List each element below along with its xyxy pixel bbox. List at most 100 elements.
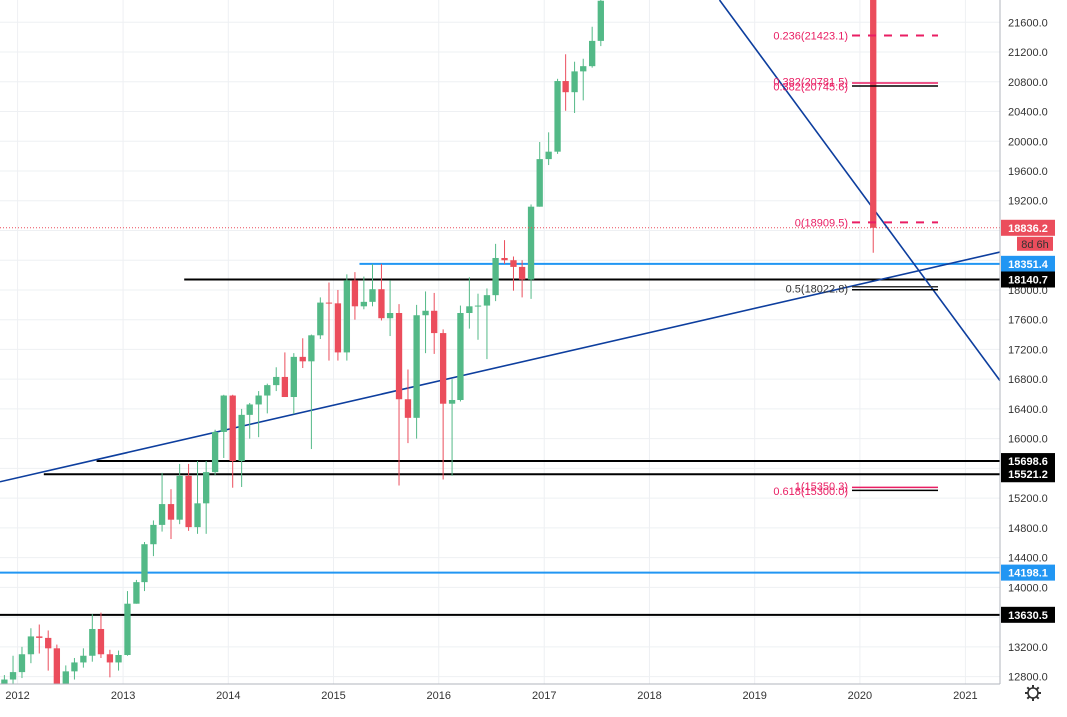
price-tick-label: 14000.0	[1008, 582, 1048, 594]
candle	[97, 628, 105, 655]
price-tick-label: 16000.0	[1008, 434, 1048, 446]
trendline	[0, 251, 1001, 483]
candle	[281, 376, 289, 398]
candle	[386, 313, 394, 319]
price-tick-label: 17600.0	[1008, 315, 1048, 327]
level-price-tag-bg	[1001, 606, 1055, 623]
candle	[203, 472, 210, 504]
candle	[422, 310, 429, 316]
candle	[571, 71, 578, 93]
candle	[317, 302, 324, 336]
candle	[80, 655, 87, 663]
price-axis: 12800.013200.013600.014000.014400.014800…	[1008, 17, 1048, 683]
candle	[106, 654, 114, 663]
candle	[562, 81, 569, 93]
candle	[554, 81, 561, 152]
candle	[290, 356, 297, 398]
level-price-tag: 18351.4	[1008, 259, 1049, 271]
fib-label: 1(15350.3)	[795, 481, 848, 493]
fib-label: 0.382(20745.6)	[773, 82, 848, 94]
price-axis-background	[1000, 0, 1067, 717]
candle	[474, 305, 482, 307]
candle	[9, 672, 17, 680]
candle	[211, 431, 219, 473]
price-tick-label: 21200.0	[1008, 47, 1048, 59]
price-tick-label: 14800.0	[1008, 523, 1048, 535]
candle	[71, 662, 78, 672]
time-axis: 2012 2013 2014 2015 2016 2017 2018 2019 2020 2021	[5, 690, 977, 702]
time-tick-label: 2015	[321, 690, 345, 702]
candle	[124, 603, 131, 656]
level-price-tag-bg	[1001, 271, 1055, 288]
candle	[53, 648, 61, 692]
horizontal-levels	[0, 262, 1000, 616]
candle	[378, 289, 385, 319]
candles	[1, 0, 877, 711]
candle	[133, 582, 140, 604]
price-tick-label: 12800.0	[1008, 672, 1048, 684]
candle	[492, 257, 499, 296]
level-price-tag: 14198.1	[1008, 568, 1048, 580]
candle	[167, 504, 175, 520]
candle	[62, 671, 69, 692]
candle	[597, 0, 604, 41]
candle	[589, 40, 596, 67]
candle	[89, 628, 96, 656]
candle	[255, 395, 262, 405]
price-tick-label: 13200.0	[1008, 642, 1048, 654]
time-axis-background	[0, 684, 1067, 717]
candle	[176, 475, 183, 520]
level-price-tag-bg	[1001, 564, 1055, 581]
fib-label: 0.618(15300.0)	[773, 486, 848, 498]
candle	[527, 206, 535, 280]
price-tick-label: 18000.0	[1008, 285, 1048, 297]
candle	[264, 385, 271, 396]
fib-annotations: 0.236(21423.1) 0.382(20781.5)0.382(20745.…	[773, 30, 938, 498]
candle	[404, 399, 412, 418]
time-tick-label: 2021	[953, 690, 977, 702]
candle	[518, 266, 526, 280]
fib-label: 0.236(21423.1)	[773, 30, 848, 42]
price-tick-label: 19600.0	[1008, 166, 1048, 178]
candle	[229, 395, 236, 461]
candle	[141, 544, 148, 583]
candle	[334, 303, 342, 353]
level-price-tag: 13630.5	[1008, 610, 1048, 622]
price-tick-label: 20800.0	[1008, 77, 1048, 89]
level-price-tag-bg	[1001, 255, 1055, 272]
candle	[457, 313, 464, 400]
settings-gear-icon[interactable]	[1025, 685, 1041, 701]
candle	[343, 280, 351, 353]
countdown-tag-bg	[1017, 236, 1053, 251]
time-tick-label: 2018	[637, 690, 661, 702]
candle	[536, 159, 543, 207]
price-tick-label: 16800.0	[1008, 374, 1048, 386]
time-tick-label: 2019	[742, 690, 766, 702]
level-price-tag: 15521.2	[1008, 469, 1048, 481]
candle	[238, 414, 245, 461]
candle	[185, 475, 192, 528]
fib-label: 0.5(18022.8)	[786, 283, 848, 295]
candle	[308, 335, 315, 362]
candle	[466, 306, 473, 314]
price-tick-label: 16400.0	[1008, 404, 1048, 416]
price-tick-label: 21600.0	[1008, 17, 1048, 29]
fib-label: 0.382(20781.5)	[773, 77, 848, 89]
candle	[220, 395, 227, 432]
candle	[395, 313, 403, 400]
time-tick-label: 2017	[532, 690, 556, 702]
candle	[580, 66, 587, 72]
fib-label: 0(18909.5)	[795, 217, 848, 229]
price-tick-label: 20000.0	[1008, 136, 1048, 148]
grid	[0, 0, 1000, 684]
candle	[273, 376, 280, 386]
candle	[501, 257, 508, 261]
candle	[448, 399, 456, 404]
candle	[158, 504, 166, 525]
candle	[439, 333, 447, 404]
price-tick-label: 15200.0	[1008, 493, 1048, 505]
candle	[115, 655, 122, 663]
level-price-tag: 15698.6	[1008, 456, 1048, 468]
